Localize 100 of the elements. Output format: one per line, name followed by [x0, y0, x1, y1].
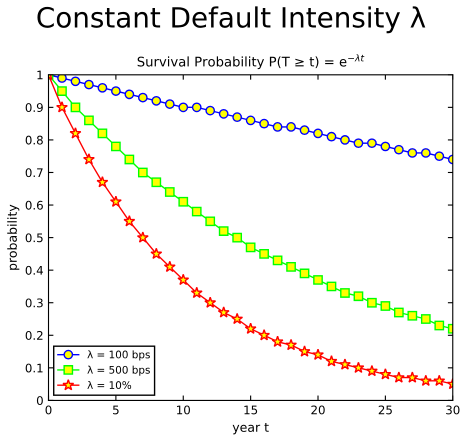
x-tick-label: 25	[378, 405, 392, 414]
point	[300, 268, 310, 278]
point	[272, 336, 284, 347]
y-tick-label: 0.5	[26, 233, 43, 242]
point	[164, 260, 176, 272]
point	[123, 215, 136, 227]
point	[380, 142, 390, 152]
point	[177, 274, 190, 286]
point	[352, 362, 364, 374]
point	[326, 355, 338, 367]
legend-label: λ = 500 bps	[87, 366, 150, 376]
point	[151, 177, 162, 188]
point	[150, 248, 162, 260]
chart-title: Constant Default Intensity λ	[37, 6, 426, 34]
point	[367, 298, 377, 308]
y-tick-label: 1	[37, 70, 43, 80]
legend-label: λ = 100 bps	[87, 350, 150, 360]
point	[326, 132, 336, 142]
point	[84, 80, 94, 90]
point	[392, 371, 405, 383]
y-tick-label: 0.3	[26, 298, 43, 308]
point	[218, 109, 229, 119]
point	[313, 275, 323, 285]
x-axis-title: year t	[232, 422, 269, 434]
point	[434, 320, 444, 330]
point	[218, 306, 230, 318]
point	[354, 291, 364, 302]
point	[285, 338, 298, 350]
point	[434, 151, 444, 162]
point	[98, 82, 108, 93]
point	[69, 127, 82, 139]
point	[178, 102, 188, 112]
x-tick-label: 30	[446, 405, 460, 414]
point	[354, 138, 364, 148]
x-tick-label: 5	[113, 406, 119, 414]
y-tick-label: 0.6	[26, 200, 43, 210]
point	[190, 286, 203, 298]
point	[232, 232, 242, 242]
point	[205, 106, 216, 116]
point	[96, 176, 108, 188]
point	[407, 310, 418, 321]
point	[340, 135, 350, 145]
point	[394, 144, 404, 155]
point	[313, 128, 323, 138]
point	[366, 364, 378, 376]
point	[420, 148, 431, 158]
point	[338, 358, 351, 370]
point	[340, 288, 350, 298]
point	[380, 301, 390, 311]
point	[231, 312, 244, 324]
point	[56, 101, 68, 113]
y-axis-title: probability	[7, 204, 20, 270]
point	[57, 74, 67, 83]
point	[124, 154, 134, 164]
point	[204, 296, 216, 308]
y-tick-label: 0.2	[26, 331, 42, 340]
point	[110, 196, 122, 207]
y-tick-label: 0	[36, 396, 43, 406]
point	[246, 242, 256, 252]
point	[312, 348, 324, 360]
point	[192, 206, 202, 216]
point	[138, 168, 148, 178]
point	[272, 122, 282, 132]
point	[298, 345, 311, 357]
point	[178, 196, 188, 207]
point	[272, 256, 282, 266]
point	[164, 187, 175, 197]
point	[258, 329, 270, 340]
point	[111, 86, 121, 96]
point	[367, 138, 377, 148]
point	[300, 125, 310, 136]
point	[326, 282, 336, 292]
point	[138, 92, 148, 102]
point	[394, 308, 404, 318]
point	[232, 112, 242, 122]
point	[192, 102, 202, 112]
point	[433, 374, 446, 386]
x-tick-label: 10	[177, 405, 190, 414]
point	[259, 249, 269, 259]
y-tick-label: 0.8	[26, 136, 43, 145]
point	[406, 371, 418, 383]
point	[286, 262, 296, 272]
point	[70, 76, 80, 86]
point	[124, 89, 134, 100]
point	[84, 116, 94, 126]
point	[136, 231, 149, 243]
point	[246, 116, 256, 126]
point	[57, 86, 67, 96]
chart-subtitle: Survival Probability P(T ≥ t) = e$^{−λt}$	[138, 54, 364, 70]
point	[259, 118, 269, 128]
point	[218, 226, 229, 236]
x-tick-label: 20	[311, 405, 325, 414]
legend-label: λ = 10%	[87, 380, 132, 390]
point	[70, 102, 80, 112]
point	[420, 374, 432, 386]
point	[244, 322, 257, 334]
point	[98, 128, 108, 138]
point	[164, 99, 175, 109]
x-tick-label: 0	[46, 405, 52, 414]
point	[205, 216, 216, 226]
